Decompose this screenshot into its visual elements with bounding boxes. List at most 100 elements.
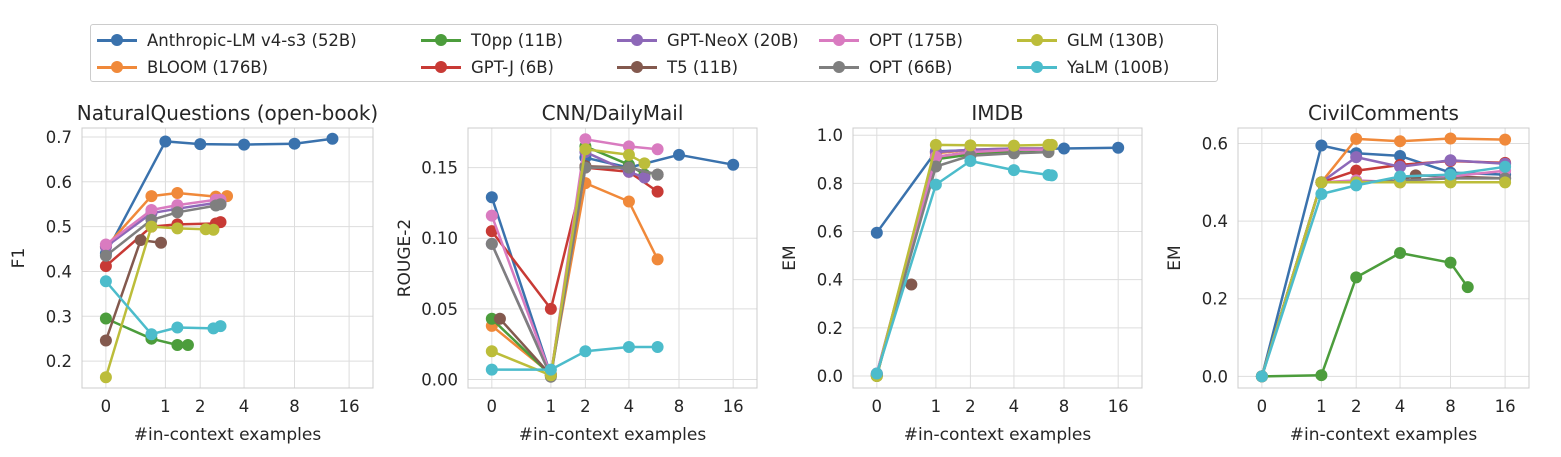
x-tick-label: 0: [101, 397, 112, 416]
series: [905, 278, 918, 291]
y-tick-label: 0.2: [1202, 290, 1228, 309]
series-line: [490, 153, 734, 377]
data-point: [171, 206, 184, 219]
data-point: [1007, 139, 1020, 152]
data-point: [485, 345, 498, 358]
legend-marker: [1017, 56, 1057, 78]
data-point: [929, 178, 942, 191]
x-tick-label: 2: [965, 397, 976, 416]
data-point: [485, 225, 498, 238]
y-tick-label: 0.15: [421, 159, 458, 178]
data-point: [1394, 149, 1407, 162]
plot-frame: [1237, 127, 1530, 389]
series: [870, 146, 1055, 381]
x-tick-label: 16: [1108, 397, 1129, 416]
data-point: [99, 371, 112, 384]
x-tick-label: 1: [160, 397, 171, 416]
data-point: [622, 148, 635, 161]
legend-label: YaLM (100B): [1067, 57, 1170, 77]
x-axis-label: #in-context examples: [1290, 425, 1478, 445]
legend-marker: [1017, 29, 1057, 51]
data-point: [1499, 160, 1512, 173]
x-tick-label: 0: [487, 397, 498, 416]
x-tick-label: 16: [339, 397, 360, 416]
x-tick-label: 4: [239, 397, 250, 416]
chart-title: IMDB: [971, 101, 1023, 125]
y-tick-label: 0.4: [817, 271, 843, 290]
legend-label: OPT (175B): [869, 30, 963, 50]
y-tick-label: 0.6: [1202, 135, 1228, 154]
y-tick-label: 0.05: [421, 300, 458, 319]
legend-marker: [819, 56, 859, 78]
data-point: [214, 320, 227, 333]
legend-item: T0pp (11B): [421, 29, 563, 51]
data-point: [964, 154, 977, 167]
data-point: [99, 275, 112, 288]
data-point: [579, 133, 592, 146]
series: [870, 143, 1055, 382]
data-point: [145, 204, 158, 217]
data-point: [99, 260, 112, 273]
data-point: [1444, 154, 1457, 167]
data-point: [99, 238, 112, 251]
legend-marker: [421, 56, 461, 78]
legend-item: BLOOM (176B): [97, 56, 268, 78]
y-axis-label: EM: [780, 245, 800, 270]
series: [485, 341, 664, 376]
data-point: [493, 312, 506, 325]
x-tick-label: 8: [1059, 397, 1070, 416]
data-point: [1315, 176, 1328, 189]
x-tick-label: 16: [1495, 397, 1516, 416]
x-tick-label: 8: [674, 397, 685, 416]
y-tick-label: 0.5: [46, 218, 72, 237]
series-line: [1260, 177, 1506, 377]
data-point: [326, 132, 339, 145]
data-point: [99, 334, 112, 347]
x-tick-label: 16: [723, 397, 744, 416]
legend-item: GLM (130B): [1017, 29, 1164, 51]
data-point: [145, 190, 158, 203]
series: [870, 142, 1055, 380]
data-point: [214, 198, 227, 211]
x-tick-label: 1: [931, 397, 942, 416]
x-tick-label: 2: [580, 397, 591, 416]
y-tick-label: 0.2: [817, 319, 843, 338]
series-line: [875, 143, 1052, 377]
legend-marker: [617, 29, 657, 51]
y-tick-label: 0.0: [817, 367, 843, 386]
data-point: [651, 143, 664, 156]
legend-item: GPT-J (6B): [421, 56, 554, 78]
data-point: [1394, 170, 1407, 183]
legend-label: GPT-J (6B): [471, 57, 554, 77]
series-line: [875, 147, 1049, 376]
series: [870, 141, 1125, 239]
legend-label: GLM (130B): [1067, 30, 1165, 50]
data-point: [673, 148, 686, 161]
chart-title: CivilComments: [1308, 101, 1459, 125]
data-point: [1315, 369, 1328, 382]
series-line: [104, 137, 333, 255]
data-point: [1112, 141, 1125, 154]
data-point: [171, 321, 184, 334]
series: [870, 143, 1055, 380]
data-point: [485, 209, 498, 222]
data-point: [1444, 132, 1457, 145]
y-tick-label: 0.3: [46, 307, 72, 326]
series-line: [1260, 181, 1506, 377]
x-tick-label: 0: [1257, 397, 1268, 416]
legend-marker: [97, 29, 137, 51]
data-point: [1499, 133, 1512, 146]
data-point: [1350, 132, 1363, 145]
data-point: [579, 143, 592, 156]
data-point: [207, 223, 220, 236]
legend-item: GPT-NeoX (20B): [617, 29, 799, 51]
series: [870, 154, 1058, 380]
data-point: [544, 302, 557, 315]
data-point: [171, 222, 184, 235]
data-point: [171, 187, 184, 199]
legend-label: GPT-NeoX (20B): [667, 30, 799, 50]
y-axis-label: F1: [9, 248, 29, 269]
data-point: [622, 140, 635, 153]
series-line: [875, 150, 1049, 376]
data-point: [929, 138, 942, 151]
